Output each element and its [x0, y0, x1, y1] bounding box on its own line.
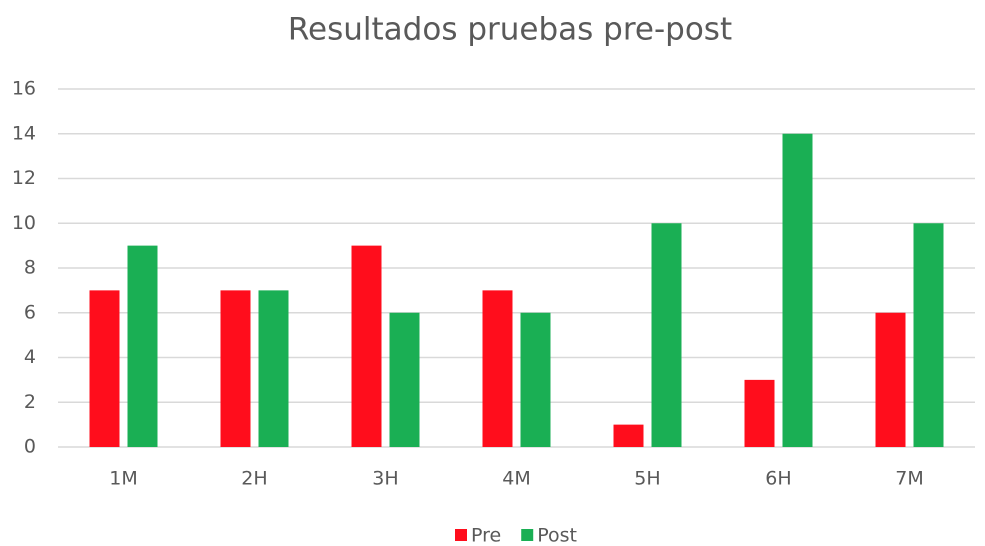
- bar: [89, 290, 120, 447]
- bar: [482, 290, 513, 447]
- y-tick-label: 8: [24, 257, 36, 279]
- x-tick-label: 6H: [765, 468, 791, 490]
- y-tick-label: 6: [24, 301, 36, 323]
- legend-label: Pre: [471, 525, 501, 546]
- legend-swatch: [521, 529, 534, 541]
- bar: [875, 312, 906, 447]
- bar: [913, 223, 944, 447]
- x-tick-label: 2H: [241, 468, 267, 490]
- bar: [744, 379, 775, 447]
- bar: [651, 223, 682, 447]
- legend-label: Post: [537, 525, 577, 546]
- x-tick-label: 1M: [109, 468, 137, 490]
- y-tick-label: 0: [24, 436, 36, 458]
- y-tick-label: 16: [12, 78, 36, 100]
- x-tick-label: 4M: [502, 468, 530, 490]
- x-tick-label: 5H: [634, 468, 660, 490]
- y-tick-label: 4: [24, 346, 36, 368]
- bar: [613, 424, 644, 447]
- bar: [351, 245, 382, 447]
- x-tick-label: 7M: [895, 468, 923, 490]
- bar: [127, 245, 158, 447]
- bar: [389, 312, 420, 447]
- chart-title: Resultados pruebas pre-post: [288, 12, 732, 48]
- bar: [220, 290, 251, 447]
- y-tick-label: 14: [12, 122, 36, 144]
- legend-swatch: [455, 529, 467, 541]
- bar: [258, 290, 289, 447]
- x-tick-label: 3H: [372, 468, 398, 490]
- y-tick-label: 12: [12, 167, 36, 189]
- bar: [520, 312, 551, 447]
- y-tick-label: 10: [12, 212, 36, 234]
- y-tick-label: 2: [24, 391, 36, 413]
- bar: [782, 133, 813, 447]
